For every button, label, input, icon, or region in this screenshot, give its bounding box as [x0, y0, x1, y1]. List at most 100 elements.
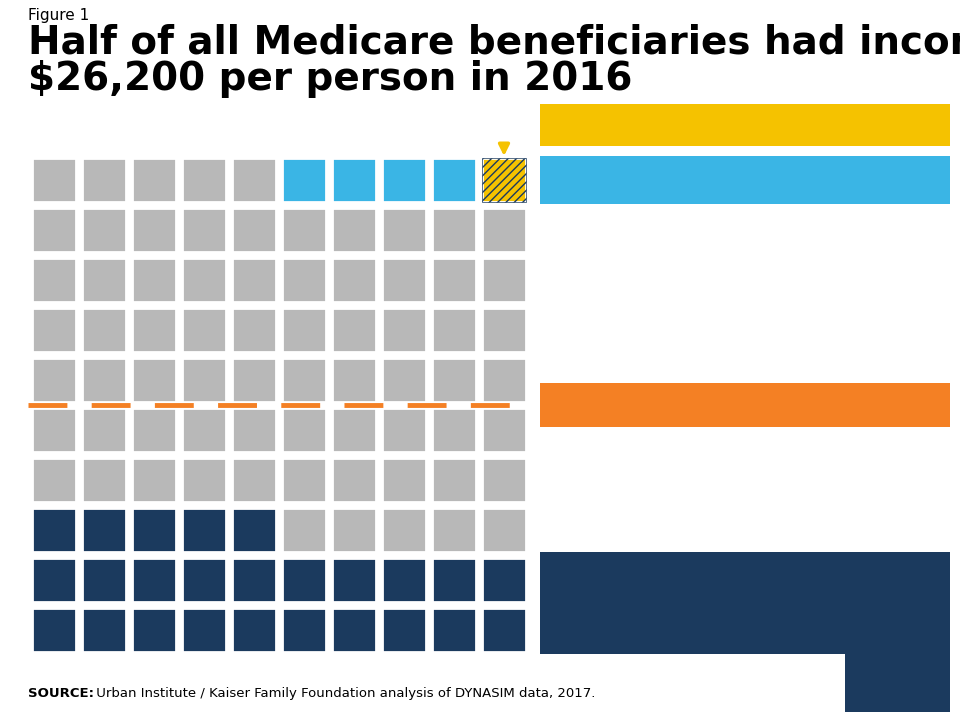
Bar: [32, 158, 76, 202]
Bar: [432, 608, 476, 652]
Bar: [382, 158, 426, 202]
Bar: [482, 208, 526, 252]
Bar: [32, 558, 76, 602]
Bar: [482, 158, 526, 202]
Bar: [282, 308, 326, 352]
Bar: [132, 358, 176, 402]
Bar: [132, 408, 176, 452]
Bar: [232, 608, 276, 652]
Bar: [82, 158, 126, 202]
Bar: [432, 158, 476, 202]
Bar: [382, 308, 426, 352]
Bar: [82, 458, 126, 502]
Bar: [282, 458, 326, 502]
Bar: [482, 608, 526, 652]
Bar: [82, 608, 126, 652]
Bar: [182, 158, 226, 202]
Bar: [432, 408, 476, 452]
Bar: [282, 208, 326, 252]
Bar: [482, 358, 526, 402]
Bar: [282, 608, 326, 652]
Bar: [332, 558, 376, 602]
Bar: [32, 358, 76, 402]
Bar: [432, 258, 476, 302]
Text: $26,200 per person in 2016: $26,200 per person in 2016: [28, 60, 633, 98]
Text: had incomes below $15,250: had incomes below $15,250: [598, 591, 939, 615]
Bar: [232, 258, 276, 302]
Bar: [282, 508, 326, 552]
Text: THE HENRY J.: THE HENRY J.: [868, 661, 927, 670]
Bar: [132, 158, 176, 202]
Bar: [182, 208, 226, 252]
Text: FOUNDATION: FOUNDATION: [870, 695, 925, 704]
Text: 50%: 50%: [550, 391, 619, 419]
Bar: [282, 358, 326, 402]
Bar: [182, 308, 226, 352]
Text: Half of all Medicare beneficiaries had incomes below: Half of all Medicare beneficiaries had i…: [28, 23, 960, 61]
Bar: [132, 308, 176, 352]
Bar: [432, 558, 476, 602]
Bar: [382, 258, 426, 302]
Text: had incomes above $103,450: had incomes above $103,450: [582, 168, 940, 192]
Text: Figure 1: Figure 1: [28, 8, 89, 23]
Bar: [182, 458, 226, 502]
Bar: [232, 458, 276, 502]
Bar: [282, 558, 326, 602]
Bar: [432, 308, 476, 352]
Bar: [482, 158, 526, 202]
Bar: [432, 208, 476, 252]
Bar: [332, 208, 376, 252]
Bar: [232, 208, 276, 252]
Bar: [482, 458, 526, 502]
Bar: [132, 458, 176, 502]
Bar: [132, 608, 176, 652]
Bar: [540, 156, 950, 204]
Bar: [182, 508, 226, 552]
Bar: [32, 258, 76, 302]
Bar: [232, 558, 276, 602]
Bar: [182, 258, 226, 302]
Bar: [482, 258, 526, 302]
Bar: [332, 358, 376, 402]
Bar: [232, 508, 276, 552]
Bar: [182, 608, 226, 652]
Bar: [332, 458, 376, 502]
Bar: [132, 208, 176, 252]
Bar: [282, 408, 326, 452]
Bar: [82, 408, 126, 452]
Bar: [382, 558, 426, 602]
Text: had incomes below $26,200: had incomes below $26,200: [602, 393, 943, 417]
Bar: [382, 608, 426, 652]
Bar: [182, 558, 226, 602]
Bar: [182, 358, 226, 402]
Bar: [482, 308, 526, 352]
Bar: [482, 558, 526, 602]
Bar: [32, 608, 76, 652]
Bar: [845, 654, 950, 712]
Text: KAISER: KAISER: [861, 670, 934, 688]
Bar: [82, 258, 126, 302]
Text: 1%: 1%: [550, 112, 595, 138]
Text: 5%: 5%: [550, 167, 595, 193]
Bar: [332, 408, 376, 452]
Bar: [382, 458, 426, 502]
Bar: [332, 608, 376, 652]
Bar: [232, 308, 276, 352]
Bar: [82, 308, 126, 352]
Bar: [132, 258, 176, 302]
Bar: [382, 508, 426, 552]
Bar: [32, 458, 76, 502]
Bar: [540, 104, 950, 146]
Bar: [82, 508, 126, 552]
Bar: [332, 508, 376, 552]
Bar: [482, 508, 526, 552]
Text: Urban Institute / Kaiser Family Foundation analysis of DYNASIM data, 2017.: Urban Institute / Kaiser Family Foundati…: [92, 687, 595, 700]
Bar: [232, 358, 276, 402]
Bar: [540, 552, 950, 654]
Bar: [132, 558, 176, 602]
Text: SOURCE:: SOURCE:: [28, 687, 94, 700]
Bar: [32, 308, 76, 352]
Bar: [32, 408, 76, 452]
Bar: [132, 508, 176, 552]
Text: 25%: 25%: [550, 589, 619, 617]
